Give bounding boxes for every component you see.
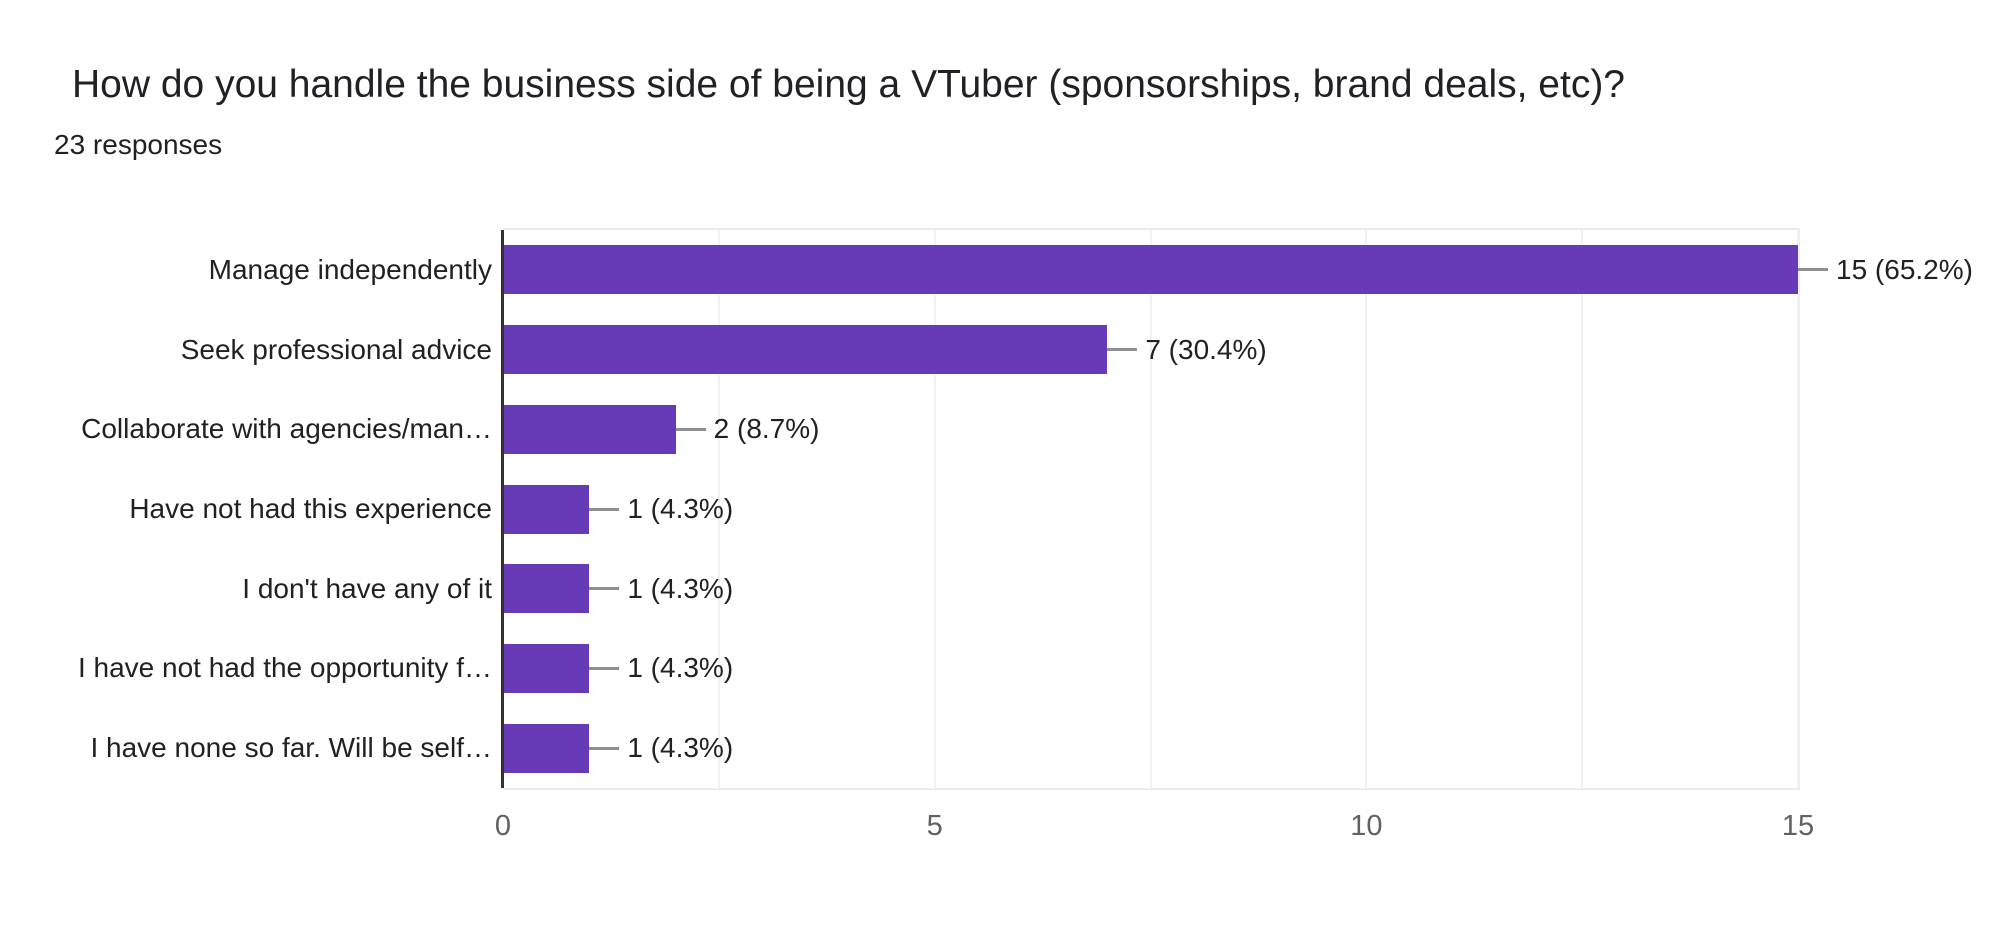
- category-label: Have not had this experience: [129, 493, 492, 524]
- value-label: 1 (4.3%): [627, 493, 734, 524]
- bar[interactable]: [503, 643, 590, 693]
- bar[interactable]: [503, 245, 1798, 295]
- value-label: 2 (8.7%): [713, 413, 820, 445]
- gridline: [1797, 230, 1799, 788]
- connector-line: [589, 746, 620, 750]
- y-axis-line: [501, 230, 504, 788]
- bar[interactable]: [503, 564, 590, 614]
- gridline: [1149, 230, 1152, 788]
- gridline: [717, 230, 720, 788]
- category-label: I have none so far. Will be self…: [90, 732, 492, 764]
- value-label: 15 (65.2%): [1836, 253, 1973, 285]
- connector-line: [675, 427, 706, 431]
- question-title: How do you handle the business side of b…: [72, 63, 1625, 106]
- value-label: 1 (4.3%): [627, 652, 734, 684]
- connector-line: [589, 666, 620, 670]
- x-tick-label: 15: [1781, 810, 1815, 842]
- category-label: I don't have any of it: [242, 572, 492, 604]
- bar[interactable]: [503, 325, 1108, 375]
- x-tick-label: 10: [1350, 810, 1383, 842]
- connector-line: [1798, 268, 1828, 272]
- category-label: I have not had the opportunity f…: [77, 652, 492, 684]
- response-count: 23 responses: [54, 129, 223, 160]
- gridline: [1365, 230, 1368, 788]
- gridline: [933, 230, 936, 788]
- connector-line: [589, 507, 620, 511]
- bar[interactable]: [503, 484, 590, 534]
- bar[interactable]: [503, 404, 676, 454]
- category-label: Manage independently: [208, 253, 492, 285]
- bar[interactable]: [503, 723, 590, 773]
- category-label: Collaborate with agencies/man…: [81, 413, 492, 445]
- value-label: 1 (4.3%): [627, 732, 734, 764]
- value-label: 1 (4.3%): [627, 572, 734, 604]
- connector-line: [589, 587, 620, 591]
- connector-line: [1107, 348, 1138, 352]
- bar-chart-plot-area: Manage independently 15 (65.2%) Seek profe…: [78, 228, 1973, 842]
- gridline: [1581, 230, 1584, 788]
- x-tick-label: 0: [494, 810, 512, 842]
- category-label: Seek professional advice: [180, 333, 492, 365]
- x-tick-label: 5: [926, 810, 943, 842]
- value-label: 7 (30.4%): [1145, 333, 1267, 365]
